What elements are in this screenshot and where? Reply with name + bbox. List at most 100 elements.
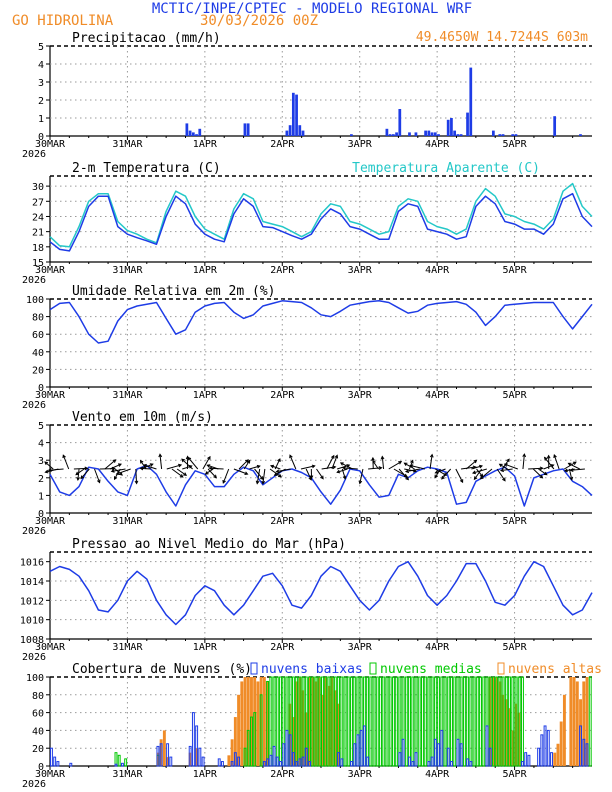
wind-arrow [270, 465, 281, 470]
precip-bar [408, 132, 411, 136]
wind-arrow-head [84, 466, 89, 471]
wind-arrow [359, 468, 364, 484]
mid-cloud-bar [317, 676, 321, 767]
mid-cloud-bar [391, 676, 395, 767]
wind-arrow [480, 468, 493, 480]
low-cloud-bar [114, 763, 118, 767]
wind-arrow-head [179, 474, 184, 478]
wind-arrow-head [371, 456, 375, 461]
precip-bar [298, 125, 302, 136]
wind-arrow-head [409, 464, 414, 468]
low-cloud-bar [585, 743, 589, 767]
wind-arrow-head [246, 459, 251, 464]
x-tick-label: 31MAR [112, 390, 143, 401]
wind-arrow [209, 467, 224, 470]
wind-arrow [181, 458, 193, 470]
wind-arrow-head [207, 455, 211, 460]
precip-bar [188, 130, 192, 136]
panel-humidity: 0 20 40 60 80 100 30MAR 31MAR 1APR 2APR 3APR 4APR 5A… [22, 284, 593, 411]
low-cloud-bar [191, 712, 195, 767]
high-cloud-bar [166, 757, 170, 766]
y-tick-label: 100 [26, 295, 44, 306]
high-cloud-bar [508, 708, 512, 766]
wind-arrow [381, 456, 385, 470]
panel-title: 2-m Temperatura (C) [72, 161, 221, 176]
low-cloud-bar [543, 725, 547, 767]
panel-title: Cobertura de Nuvens (%) [72, 662, 252, 677]
wind-arrow-head [553, 454, 557, 458]
high-cloud-bar [295, 681, 299, 766]
x-tick-label: 31MAR [112, 516, 143, 527]
x-tick-label: 3APR [348, 139, 373, 150]
low-cloud-bar [433, 738, 437, 767]
forecast-title: MCTIC/INPE/CPTEC - MODELO REGIONAL WRF [152, 1, 472, 17]
wind-arrow-head [134, 480, 139, 485]
high-cloud-bar [311, 677, 315, 766]
y-tick-label: 0 [38, 762, 44, 773]
high-cloud-bar [579, 699, 582, 766]
y-tick-label: 60 [32, 330, 44, 341]
low-cloud-bar [159, 743, 163, 767]
low-cloud-bar [350, 761, 353, 767]
low-cloud-bar [401, 738, 405, 767]
low-cloud-bar [156, 745, 160, 767]
high-cloud-bar [582, 681, 586, 766]
high-cloud-bar [156, 752, 160, 766]
precip-bar [459, 134, 463, 136]
wind-arrow-head [410, 459, 414, 464]
wind-arrow-head [178, 463, 183, 468]
precip-bar [398, 109, 402, 136]
wind-arrow-head [269, 464, 275, 469]
high-cloud-bar [233, 717, 237, 766]
wind-arrow-head [142, 463, 147, 468]
wind-arrow [404, 468, 417, 472]
wind-arrow [238, 459, 249, 470]
precip-bar [501, 134, 505, 136]
high-cloud-bar [227, 755, 231, 766]
low-cloud-bar [356, 734, 360, 767]
wind-arrow [48, 468, 64, 471]
low-cloud-bar [353, 743, 357, 767]
wind-arrow [434, 468, 447, 476]
mid-cloud-bar [504, 676, 508, 767]
low-cloud-bar [237, 756, 241, 767]
x-tick-label: 30MAR [35, 516, 66, 527]
wind-arrow [343, 467, 358, 470]
y-tick-label: 1 [38, 491, 44, 502]
precip-bar [195, 134, 198, 136]
precip-bar [285, 130, 289, 136]
y-tick-label: 1016 [20, 558, 44, 569]
wind-arrow-head [309, 475, 314, 480]
high-cloud-bar [256, 681, 260, 766]
legend-low-clouds: nuvens baixas [261, 662, 363, 677]
wind-arrow [326, 455, 335, 470]
wind-arrow [305, 468, 312, 481]
wind-arrow-head [47, 468, 52, 472]
x-tick-label: 5APR [503, 390, 528, 401]
wind-arrow [44, 461, 54, 470]
low-cloud-bar [582, 738, 586, 767]
mid-cloud-bar [117, 754, 121, 767]
precip-bar [437, 134, 440, 136]
low-cloud-bar [427, 761, 431, 767]
precip-bar [295, 94, 298, 136]
wind-arrow-head [208, 466, 213, 471]
wind-arrow-head [255, 480, 260, 485]
wind-arrow [111, 468, 126, 472]
high-cloud-bar [262, 677, 266, 766]
wind-arrow-head [62, 454, 66, 459]
low-cloud-bar [340, 758, 344, 767]
mid-cloud-bar [411, 676, 415, 767]
low-cloud-bar [398, 752, 402, 767]
precip-bar [350, 134, 353, 136]
mid-cloud-bar [330, 676, 334, 767]
precip-bar [450, 118, 453, 136]
x-tick-label: 1APR [193, 265, 218, 276]
low-cloud-bar [50, 747, 53, 767]
low-cloud-bar [546, 729, 550, 767]
low-cloud-bar [337, 752, 341, 767]
precip-bar [291, 92, 295, 136]
wind-arrow-head [405, 476, 409, 481]
wind-arrow [166, 464, 182, 470]
wind-arrow-head [479, 475, 484, 480]
